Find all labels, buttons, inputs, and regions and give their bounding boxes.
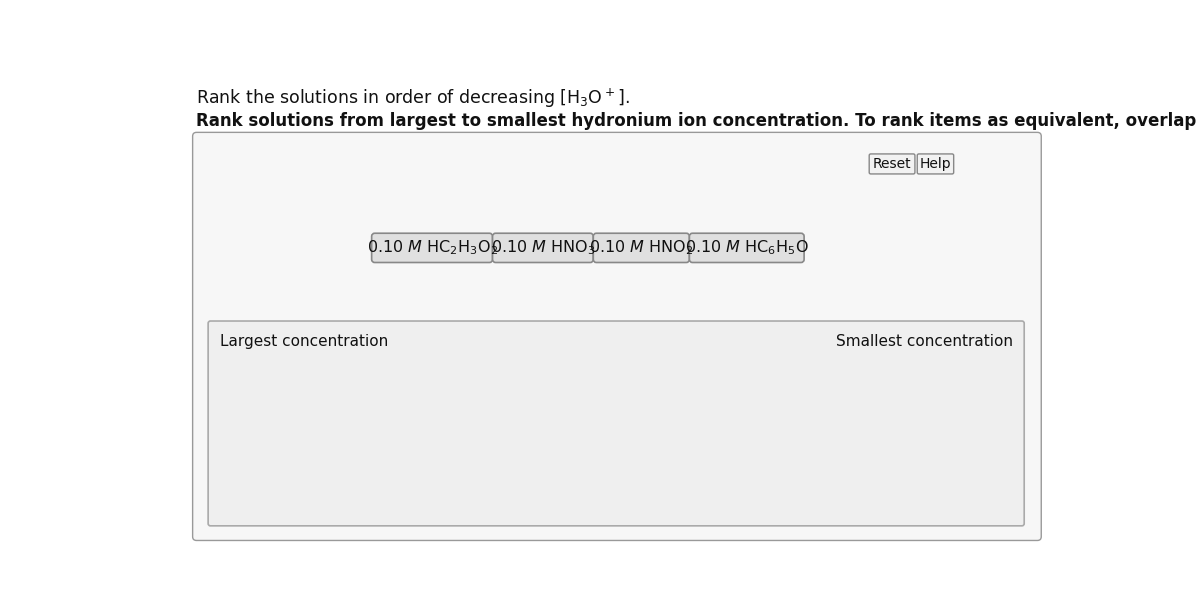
- Text: Help: Help: [919, 157, 952, 171]
- Text: Rank the solutions in order of decreasing $\left[\mathrm{H_3O^+}\right]$.: Rank the solutions in order of decreasin…: [197, 87, 630, 110]
- FancyBboxPatch shape: [917, 154, 954, 174]
- Text: Reset: Reset: [872, 157, 911, 171]
- Text: Rank solutions from largest to smallest hydronium ion concentration. To rank ite: Rank solutions from largest to smallest …: [197, 111, 1200, 130]
- FancyBboxPatch shape: [593, 233, 689, 262]
- FancyBboxPatch shape: [372, 233, 492, 262]
- Text: 0.10 $\mathit{M}$ HC$_6$H$_5$O: 0.10 $\mathit{M}$ HC$_6$H$_5$O: [685, 239, 809, 257]
- Text: 0.10 $\mathit{M}$ HC$_2$H$_3$O$_2$: 0.10 $\mathit{M}$ HC$_2$H$_3$O$_2$: [366, 239, 498, 257]
- FancyBboxPatch shape: [689, 233, 804, 262]
- FancyBboxPatch shape: [208, 321, 1025, 526]
- FancyBboxPatch shape: [869, 154, 914, 174]
- Text: 0.10 $\mathit{M}$ HNO$_3$: 0.10 $\mathit{M}$ HNO$_3$: [491, 239, 595, 257]
- FancyBboxPatch shape: [193, 132, 1042, 540]
- Text: Smallest concentration: Smallest concentration: [835, 334, 1013, 349]
- Text: Largest concentration: Largest concentration: [220, 334, 388, 349]
- FancyBboxPatch shape: [492, 233, 593, 262]
- Text: 0.10 $\mathit{M}$ HNO$_2$: 0.10 $\mathit{M}$ HNO$_2$: [589, 239, 694, 257]
